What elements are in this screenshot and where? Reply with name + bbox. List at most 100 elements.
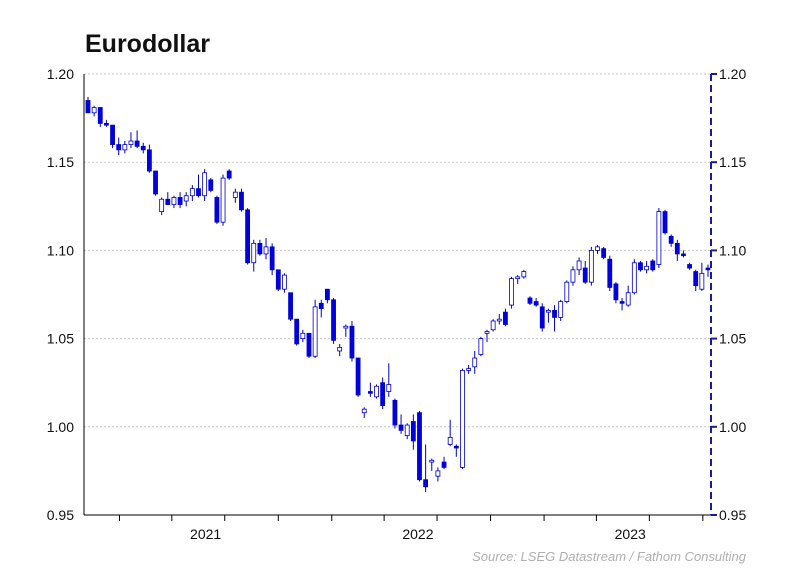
candle (515, 275, 521, 284)
candle-body-up (159, 198, 165, 212)
candle-body-down (349, 325, 355, 359)
candle-body-up (478, 338, 484, 355)
candle (601, 246, 607, 260)
candle-body-up (588, 249, 594, 283)
candle (177, 192, 183, 209)
x-tick-label: 2021 (190, 526, 221, 542)
candle-body-up (466, 368, 471, 371)
candle-body-up (404, 424, 410, 437)
candle-body-up (472, 357, 478, 368)
candle (490, 319, 496, 332)
candle-body-down (367, 391, 373, 394)
candle (705, 264, 711, 277)
candle-body-up (644, 265, 650, 271)
candle-body-down (527, 297, 533, 304)
candle (245, 208, 251, 265)
candle (146, 144, 152, 173)
chart-title: Eurodollar (85, 30, 211, 58)
candle-body-down (453, 445, 459, 449)
candle (417, 410, 422, 482)
candle (159, 197, 165, 216)
candle (306, 332, 312, 359)
candle (625, 285, 631, 307)
candle (681, 250, 686, 258)
candle (91, 105, 97, 117)
candle-body-down (601, 248, 607, 258)
candle (288, 292, 293, 321)
candle (318, 299, 324, 318)
candle (539, 303, 545, 332)
candle-body-up (595, 246, 600, 251)
candle-body-up (631, 262, 637, 294)
candle-body-down (441, 461, 447, 468)
candle (570, 266, 576, 286)
candle-body-up (460, 369, 465, 468)
candle (398, 414, 404, 434)
candle-body-down (662, 211, 668, 234)
candle (214, 195, 220, 224)
x-tick-label: 2022 (402, 526, 433, 542)
candle-body-up (300, 332, 306, 340)
candle-body-down (116, 144, 122, 151)
candle-body-up (447, 436, 453, 445)
candle (638, 260, 643, 272)
candle (116, 137, 122, 156)
candle (588, 246, 594, 286)
candle-body-down (582, 267, 588, 283)
y-tick-label: 1.10 (47, 242, 74, 258)
candle (453, 444, 459, 457)
candle (300, 329, 306, 343)
candle-body-up (625, 292, 631, 306)
candle-body-down (153, 170, 158, 195)
candle (466, 365, 471, 374)
candle-body-up (496, 318, 502, 322)
candle (607, 255, 613, 291)
candle-body-up (576, 260, 582, 271)
candle-body-down (306, 332, 312, 357)
candle-body-up (220, 177, 226, 223)
candle-body-down (257, 242, 263, 255)
y-tick-label: 1.00 (47, 419, 74, 435)
right-y-tick-label: 1.00 (719, 419, 746, 435)
candle (257, 239, 263, 256)
candle (140, 142, 146, 154)
candle (380, 377, 386, 410)
candle (509, 276, 514, 309)
candle (251, 239, 257, 272)
y-tick-label: 1.20 (47, 66, 74, 82)
candle (687, 262, 692, 270)
candle (269, 243, 275, 276)
candle-body-up (570, 269, 576, 283)
candle (545, 308, 551, 323)
candle-body-up (232, 191, 238, 198)
candle-body-down (668, 235, 674, 244)
candle (662, 209, 668, 235)
grid-lines (84, 73, 711, 428)
candle (558, 299, 564, 321)
candle (275, 269, 281, 291)
candle-body-up (282, 274, 287, 290)
candle (196, 174, 201, 198)
candle (355, 357, 361, 397)
candle (202, 169, 208, 202)
candle (521, 269, 527, 279)
candle-body-down (392, 399, 398, 426)
candle (460, 368, 465, 470)
candle-body-down (318, 302, 324, 310)
candle (656, 208, 662, 269)
candle-body-up (699, 272, 705, 290)
candle-body-down (165, 198, 171, 205)
candle (110, 124, 115, 149)
candle-body-down (613, 283, 619, 301)
candle (386, 363, 392, 397)
candle (392, 398, 398, 429)
candle (435, 467, 441, 482)
candle (367, 382, 373, 397)
right-y-tick-label: 1.10 (719, 242, 746, 258)
candle-body-up (361, 408, 367, 414)
candle-body-down (85, 100, 91, 114)
candle-body-down (410, 421, 416, 442)
candle (183, 192, 189, 207)
candle-body-up (656, 211, 662, 265)
candle (343, 324, 349, 337)
